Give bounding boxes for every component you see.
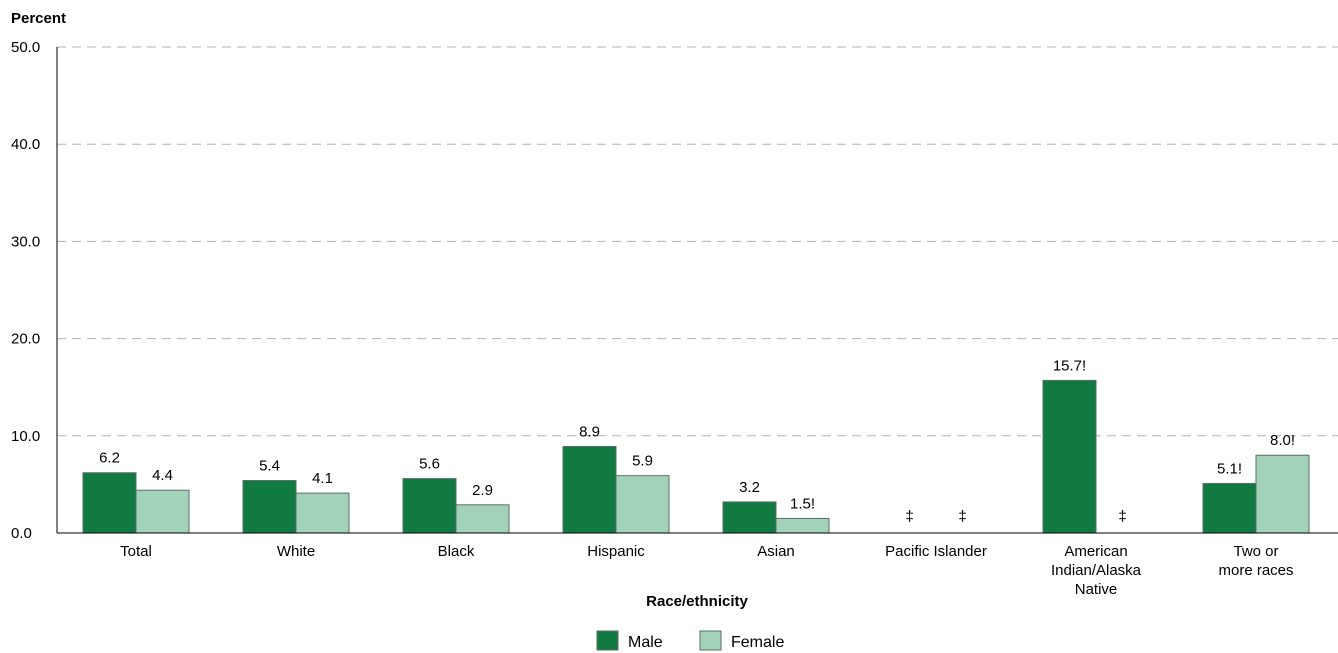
y-tick-label: 50.0 xyxy=(11,39,40,56)
x-category-label: Total xyxy=(120,543,152,560)
bar-male xyxy=(402,478,457,534)
value-label: ‡ xyxy=(958,508,966,525)
value-label: 15.7! xyxy=(1053,357,1086,374)
x-category-label: Asian xyxy=(757,543,795,560)
value-label: 8.9 xyxy=(579,423,600,440)
gridlines xyxy=(57,46,1338,437)
x-category-label: Hispanic xyxy=(587,543,645,560)
x-category-label: more races xyxy=(1218,562,1293,579)
value-label: 3.2 xyxy=(739,479,760,496)
bars: 6.2 4.4 5.4 4.1 5.6 2.9 8.9 5.9 3.2 1.5! ‡ ‡ 15.7! ‡ 5… xyxy=(82,357,1310,534)
x-category-label: Indian/Alaska xyxy=(1051,562,1142,579)
x-axis-categories: Total White Black Hispanic Asian Pacific Isla… xyxy=(120,543,1293,598)
value-label: ‡ xyxy=(1118,508,1126,525)
x-category-label: Two or xyxy=(1233,543,1278,560)
x-category-label: White xyxy=(277,543,315,560)
bar-male xyxy=(82,472,137,534)
y-tick-label: 0.0 xyxy=(11,525,32,542)
legend-label-female: Female xyxy=(731,634,784,651)
bar-female xyxy=(615,475,670,534)
y-tick-label: 30.0 xyxy=(11,233,40,250)
value-label: 5.4 xyxy=(259,458,280,475)
bar-male xyxy=(562,445,617,534)
bar-female xyxy=(1255,454,1310,534)
value-label: 5.1! xyxy=(1217,460,1242,477)
value-label: 4.1 xyxy=(312,470,333,487)
x-axis-title: Race/ethnicity xyxy=(646,593,748,610)
bar-male xyxy=(722,501,777,534)
bar-male xyxy=(1202,482,1257,534)
value-label: 5.9 xyxy=(632,453,653,470)
value-label: 8.0! xyxy=(1270,432,1295,449)
value-label: 4.4 xyxy=(152,467,173,484)
y-axis-ticks: 0.0 10.0 20.0 30.0 40.0 50.0 xyxy=(11,39,40,542)
bar-male xyxy=(1042,379,1097,534)
bar-male xyxy=(242,480,297,534)
bar-female xyxy=(295,492,350,534)
value-label: ‡ xyxy=(905,508,913,525)
x-category-label: Native xyxy=(1075,581,1118,598)
legend: Male Female xyxy=(596,630,784,651)
x-category-label: Black xyxy=(438,543,475,560)
bar-female xyxy=(455,504,510,534)
value-label: 2.9 xyxy=(472,482,493,499)
x-category-label: American xyxy=(1064,543,1127,560)
legend-label-male: Male xyxy=(628,634,663,651)
legend-swatch-male xyxy=(596,630,619,651)
bar-female xyxy=(775,517,830,534)
y-tick-label: 10.0 xyxy=(11,428,40,445)
value-label: 5.6 xyxy=(419,456,440,473)
y-axis-title: Percent xyxy=(11,10,66,27)
x-category-label: Pacific Islander xyxy=(885,543,987,560)
value-label: 1.5! xyxy=(790,495,815,512)
value-label: 6.2 xyxy=(99,450,120,467)
y-tick-label: 40.0 xyxy=(11,136,40,153)
y-tick-label: 20.0 xyxy=(11,331,40,348)
bar-female xyxy=(135,489,190,534)
legend-swatch-female xyxy=(699,630,722,651)
